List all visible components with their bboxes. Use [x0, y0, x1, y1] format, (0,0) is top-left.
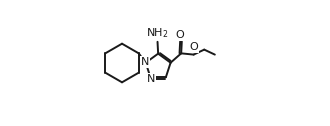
- Text: N: N: [147, 74, 155, 84]
- Text: O: O: [175, 30, 184, 40]
- Text: NH$_2$: NH$_2$: [146, 26, 169, 40]
- Text: O: O: [189, 42, 198, 52]
- Text: N: N: [141, 57, 149, 67]
